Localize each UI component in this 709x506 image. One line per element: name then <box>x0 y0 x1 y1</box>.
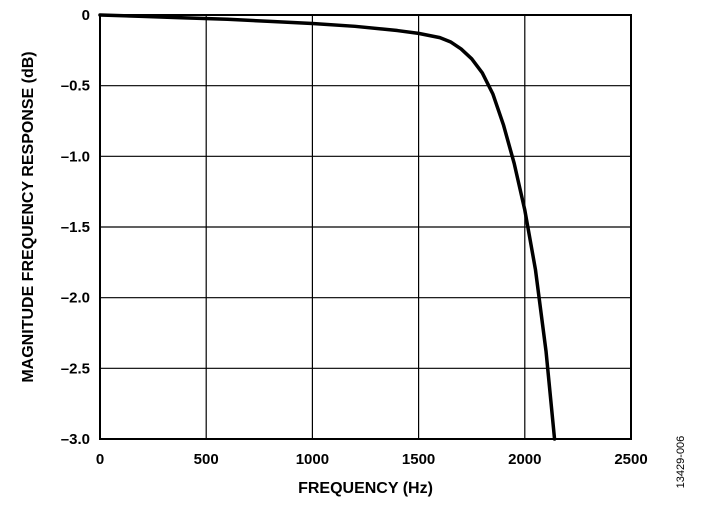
y-tick-labels: 0 –0.5 –1.0 –1.5 –2.0 –2.5 –3.0 <box>61 7 90 448</box>
x-tick-label: 2500 <box>614 451 647 468</box>
series-group <box>98 13 557 441</box>
x-axis-title: FREQUENCY (Hz) <box>298 480 433 497</box>
y-tick-label: 0 <box>82 7 90 24</box>
x-tick-label: 0 <box>96 451 104 468</box>
x-tick-label: 1000 <box>296 451 329 468</box>
series-line-0 <box>98 13 557 441</box>
x-tick-labels: 0 500 1000 1500 2000 2500 <box>96 451 648 468</box>
y-tick-label: –2.5 <box>61 360 90 377</box>
y-tick-label: –3.0 <box>61 431 90 448</box>
y-axis-title: MAGNITUDE FREQUENCY RESPONSE (dB) <box>20 51 37 382</box>
x-tick-label: 1500 <box>402 451 435 468</box>
grid-lines <box>99 14 632 440</box>
x-tick-label: 2000 <box>508 451 541 468</box>
figure-code: 13429-006 <box>675 436 687 489</box>
plot-frame <box>99 14 632 440</box>
y-tick-label: –0.5 <box>61 78 90 95</box>
y-tick-label: –1.0 <box>61 148 90 165</box>
y-tick-label: –2.0 <box>61 290 90 307</box>
x-tick-label: 500 <box>194 451 219 468</box>
y-tick-label: –1.5 <box>61 219 90 236</box>
